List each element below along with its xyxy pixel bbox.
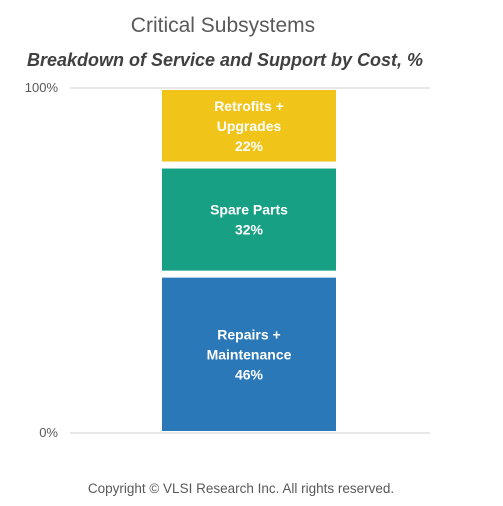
bar-segment-1-label-line-2: Maintenance [207,346,292,362]
bar-segment-1-label-line-1: Repairs + [217,326,280,342]
chart-subtitle: Breakdown of Service and Support by Cost… [27,50,423,70]
bar-segment-1-label-line-3: 46% [235,366,264,382]
y-tick-0: 0% [39,425,58,440]
bar-segments: Repairs + Maintenance 46% Spare Parts 32% Ret… [162,90,336,431]
bar-segment-3 [162,90,336,162]
bar-segment-2-label-line-2: 32% [235,222,264,238]
copyright-notice: Copyright © VLSI Research Inc. All right… [88,481,394,496]
bar-segment-3-label-line-2: Upgrades [217,118,282,134]
bar-segment-1 [162,277,336,431]
bar-segment-3-label-line-1: Retrofits + [214,98,284,114]
chart-title: Critical Subsystems [131,14,315,37]
bar-segment-3-label-line-3: 22% [235,138,264,154]
y-tick-100: 100% [25,80,59,95]
bar-segment-2-label-line-1: Spare Parts [210,202,288,218]
bar-segment-2 [162,168,336,271]
